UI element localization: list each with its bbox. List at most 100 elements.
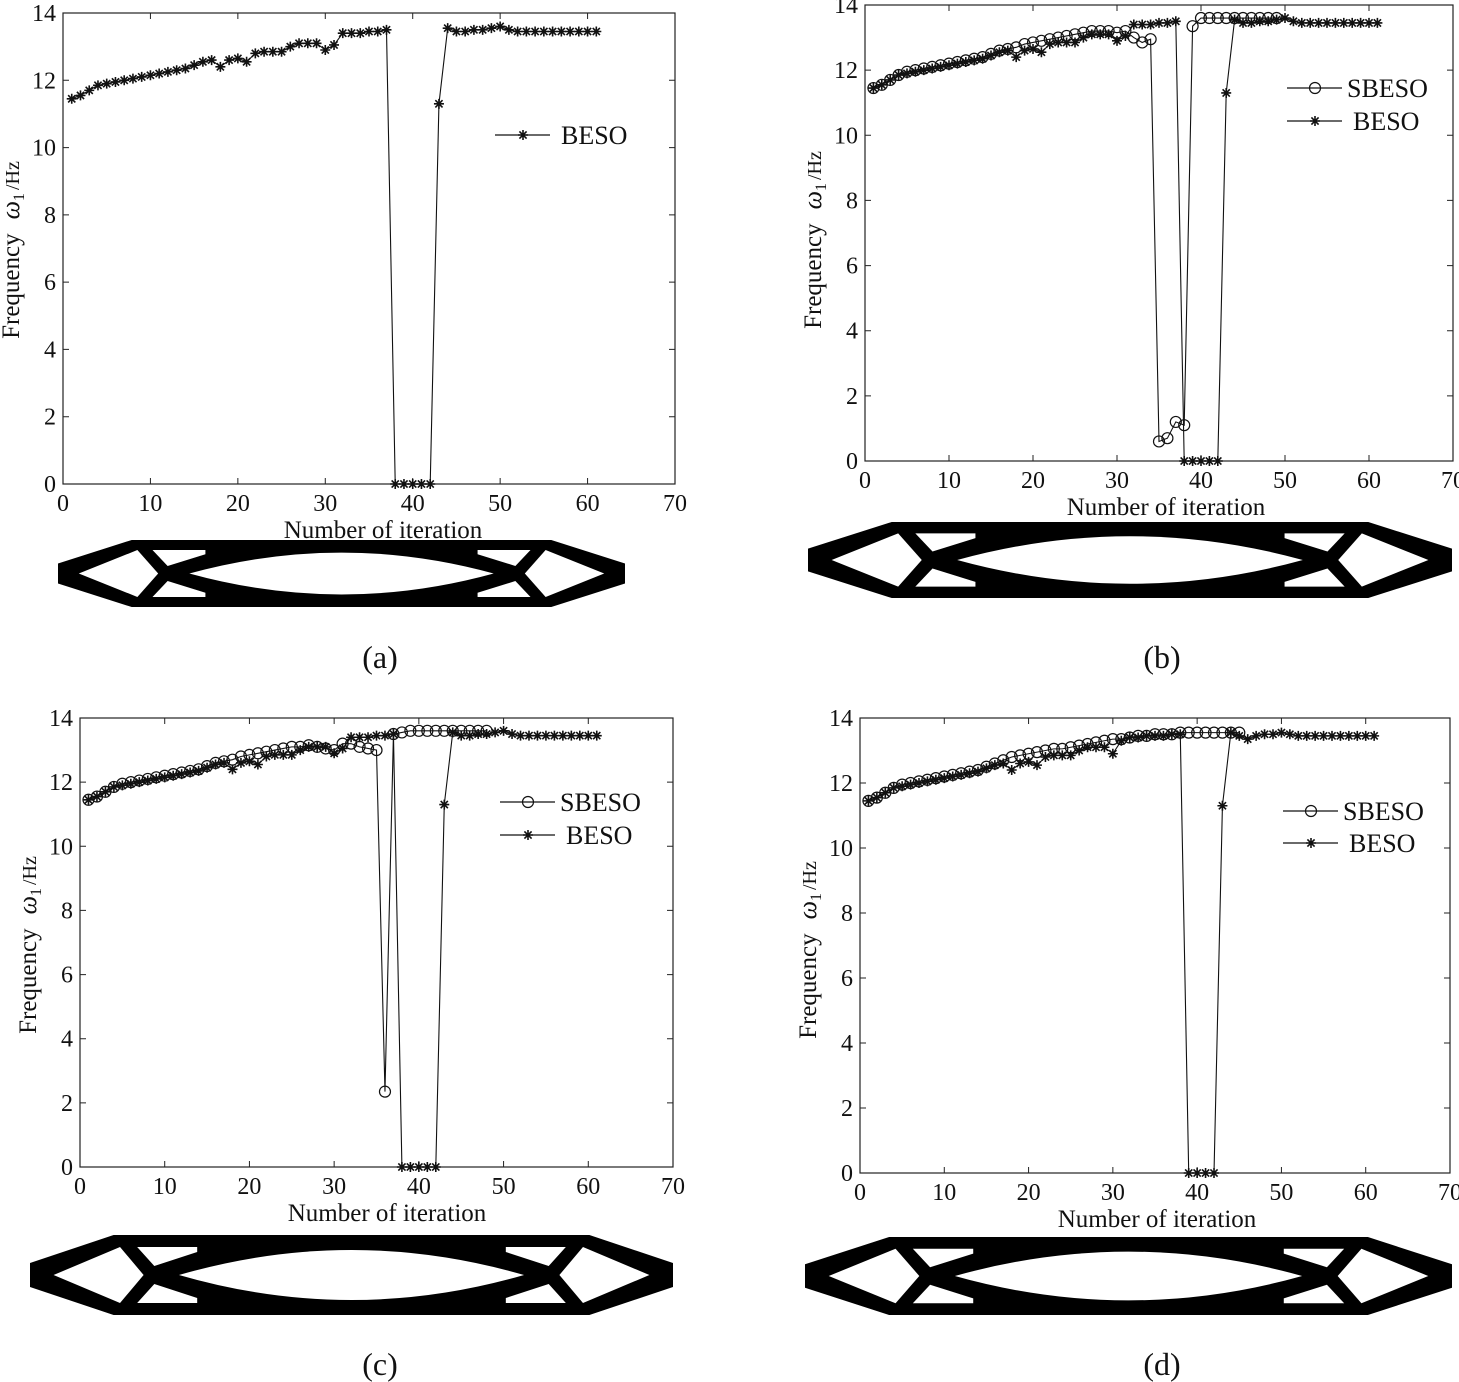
panel-caption: (d) (1143, 1346, 1180, 1382)
topology-right-holes (1284, 533, 1429, 587)
chart-panel-d: 0 10 20 30 40 50 60 70 0 2 4 6 8 10 12 14 Number of iter… (793, 706, 1459, 1233)
topology-hole (53, 1247, 144, 1303)
data-point-star (110, 76, 121, 87)
data-point-star (405, 1162, 416, 1172)
data-point-star (460, 26, 471, 37)
data-point-star (91, 791, 102, 802)
data-point-star (1019, 45, 1030, 56)
data-point-circle (395, 726, 409, 739)
x-tick-label: 20 (1017, 1180, 1041, 1206)
data-point-star (320, 741, 331, 752)
data-point-star (1048, 750, 1059, 761)
topology-hole (912, 1248, 974, 1268)
data-point-circle (107, 780, 120, 794)
series-sbeso (862, 726, 1246, 807)
data-point-star (540, 730, 551, 741)
data-point-star (1288, 16, 1299, 27)
data-point-star (142, 775, 153, 786)
y-tick-label: 6 (44, 270, 56, 296)
data-point-star (902, 68, 912, 79)
data-point-star (960, 57, 971, 67)
legend-label: SBESO (560, 788, 641, 817)
y-tick-label: 8 (44, 203, 56, 229)
legend-circle-marker (521, 795, 535, 809)
data-point-star (468, 24, 479, 35)
data-point-star (591, 26, 602, 37)
data-point-star (1082, 742, 1093, 753)
data-point-circle (378, 1085, 392, 1098)
data-point-star (1254, 16, 1265, 27)
legend-entry-sbeso: SBESO (1287, 74, 1428, 103)
data-point-star (1338, 17, 1349, 28)
chart-panel-a: 0 10 20 30 40 50 60 70 0 2 4 6 8 10 12 14 Number of iter… (0, 1, 687, 544)
y-axis-label-symbol: ω (798, 191, 827, 209)
series-beso (868, 13, 1383, 466)
data-point-star (294, 38, 305, 49)
optimized-topology-image (58, 540, 625, 607)
x-tick-label: 40 (1185, 1180, 1209, 1206)
y-tick-label: 0 (61, 1155, 73, 1181)
data-point-star (557, 730, 568, 741)
data-point-star (241, 56, 252, 67)
data-point-star (127, 73, 138, 84)
plot-frame (79, 717, 674, 1168)
data-point-star (1327, 730, 1337, 741)
data-point-circle (1220, 11, 1233, 25)
x-tick-label: 10 (153, 1174, 177, 1200)
data-point-star (396, 1162, 407, 1172)
data-point-star (329, 748, 340, 759)
x-tick-label: 0 (74, 1174, 86, 1200)
x-tick-label: 30 (322, 1174, 346, 1200)
legend-star-marker (1306, 838, 1316, 848)
data-point-star (286, 749, 297, 760)
y-axis-label-text: Frequency (15, 928, 42, 1034)
data-point-star (162, 66, 173, 77)
data-point-star (276, 46, 287, 57)
topology-hole (152, 581, 206, 597)
data-point-star (1032, 760, 1042, 771)
plot-frame (859, 717, 1451, 1174)
y-axis-label-symbol: ω (13, 896, 42, 914)
data-point-star (1204, 456, 1215, 466)
data-point-star (481, 729, 492, 740)
data-point-star (433, 98, 444, 109)
series-line (71, 25, 597, 485)
y-axis-label-text: Frequency (795, 933, 822, 1039)
data-point-star (168, 770, 179, 781)
data-point-star (944, 60, 954, 71)
data-point-star (337, 28, 348, 39)
legend-label: BESO (561, 121, 627, 150)
x-tick-label: 20 (237, 1174, 261, 1200)
data-point-circle (1106, 733, 1119, 746)
topology-hole (831, 533, 922, 587)
data-point-star (512, 26, 523, 37)
data-point-circle (429, 724, 442, 737)
data-point-star (1313, 17, 1324, 28)
y-tick-label: 8 (61, 898, 73, 924)
data-point-star (154, 68, 165, 79)
data-point-star (503, 24, 514, 35)
data-point-star (893, 70, 904, 81)
data-point-star (918, 65, 929, 76)
data-point-star (232, 53, 243, 64)
legend-entry-beso: BESO (1283, 829, 1415, 858)
data-point-circle (1186, 20, 1199, 33)
y-tick-label: 12 (32, 68, 56, 94)
topology-center-hole (178, 1250, 525, 1300)
data-point-star (1217, 800, 1228, 811)
data-point-star (1259, 729, 1270, 740)
data-point-star (1330, 17, 1341, 28)
data-point-star (312, 741, 323, 752)
data-point-star (346, 732, 357, 743)
data-point-star (986, 50, 996, 61)
y-tick-label: 14 (32, 1, 56, 27)
data-point-star (261, 751, 272, 762)
data-point-star (477, 24, 488, 35)
y-tick-label: 2 (846, 384, 858, 410)
data-point-star (989, 760, 1000, 771)
data-point-star (407, 479, 418, 489)
data-point-star (1242, 734, 1253, 745)
data-point-star (947, 771, 958, 782)
data-point-circle (421, 724, 434, 737)
topology-left-holes (78, 550, 206, 597)
